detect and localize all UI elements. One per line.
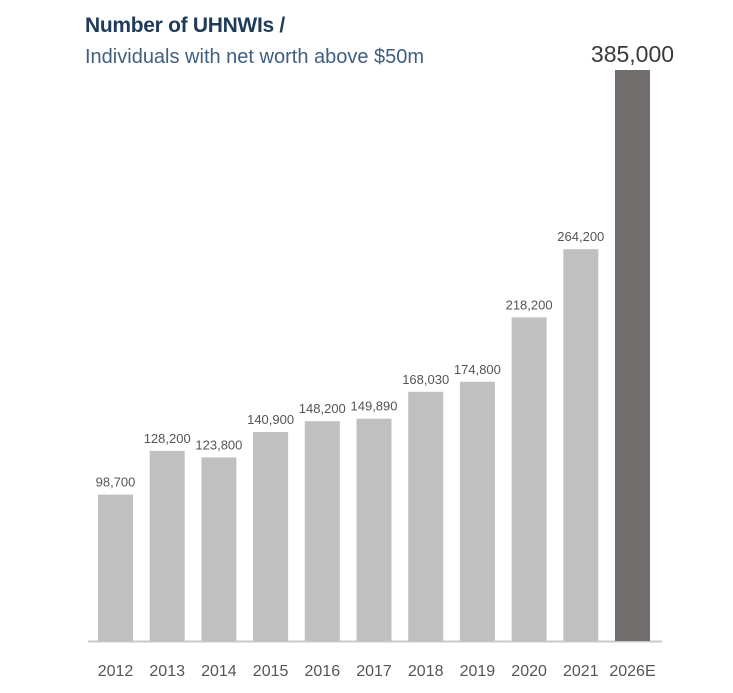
data-label-2021: 264,200	[557, 229, 604, 244]
bar-2017	[356, 418, 392, 641]
bar-2020	[511, 317, 547, 641]
bar-2014	[201, 457, 237, 641]
data-label-2017: 149,890	[351, 399, 398, 414]
bar-2026E	[615, 70, 650, 641]
bar-2021	[563, 249, 599, 641]
data-label-2019: 174,800	[454, 362, 501, 377]
x-tick-label-2015: 2015	[253, 663, 289, 680]
x-tick-label-2012: 2012	[98, 663, 134, 680]
data-label-2026E: 385,000	[591, 41, 674, 67]
data-label-2020: 218,200	[506, 297, 553, 312]
data-label-2015: 140,900	[247, 412, 294, 427]
data-label-2018: 168,030	[402, 372, 449, 387]
bar-2015	[253, 432, 289, 641]
bar-2012	[98, 494, 133, 641]
chart-subtitle: Individuals with net worth above $50m	[85, 46, 425, 68]
data-label-2014: 123,800	[195, 437, 242, 452]
data-label-2013: 128,200	[144, 431, 191, 446]
data-label-2016: 148,200	[299, 401, 346, 416]
data-label-2012: 98,700	[96, 475, 136, 490]
x-tick-label-2026E: 2026E	[609, 663, 655, 680]
bar-2018	[408, 391, 444, 641]
bar-2013	[149, 450, 185, 641]
x-tick-label-2018: 2018	[408, 663, 444, 680]
x-tick-label-2017: 2017	[356, 663, 392, 680]
x-tick-label-2013: 2013	[149, 663, 185, 680]
bar-2016	[304, 421, 340, 641]
x-tick-label-2020: 2020	[511, 663, 547, 680]
chart-title: Number of UHNWIs /	[85, 14, 285, 37]
x-tick-label-2014: 2014	[201, 663, 237, 680]
x-tick-label-2016: 2016	[305, 663, 341, 680]
x-tick-label-2019: 2019	[460, 663, 496, 680]
bar-2019	[459, 381, 495, 641]
x-tick-label-2021: 2021	[563, 663, 599, 680]
